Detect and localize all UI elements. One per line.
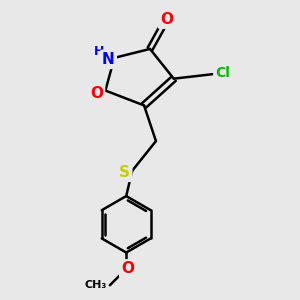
- Text: O: O: [121, 261, 134, 276]
- Text: H: H: [94, 45, 105, 58]
- Text: O: O: [160, 12, 173, 27]
- Text: O: O: [90, 86, 103, 101]
- Text: N: N: [102, 52, 115, 67]
- Text: CH₃: CH₃: [85, 280, 107, 290]
- Text: Cl: Cl: [215, 66, 230, 80]
- Text: S: S: [119, 165, 130, 180]
